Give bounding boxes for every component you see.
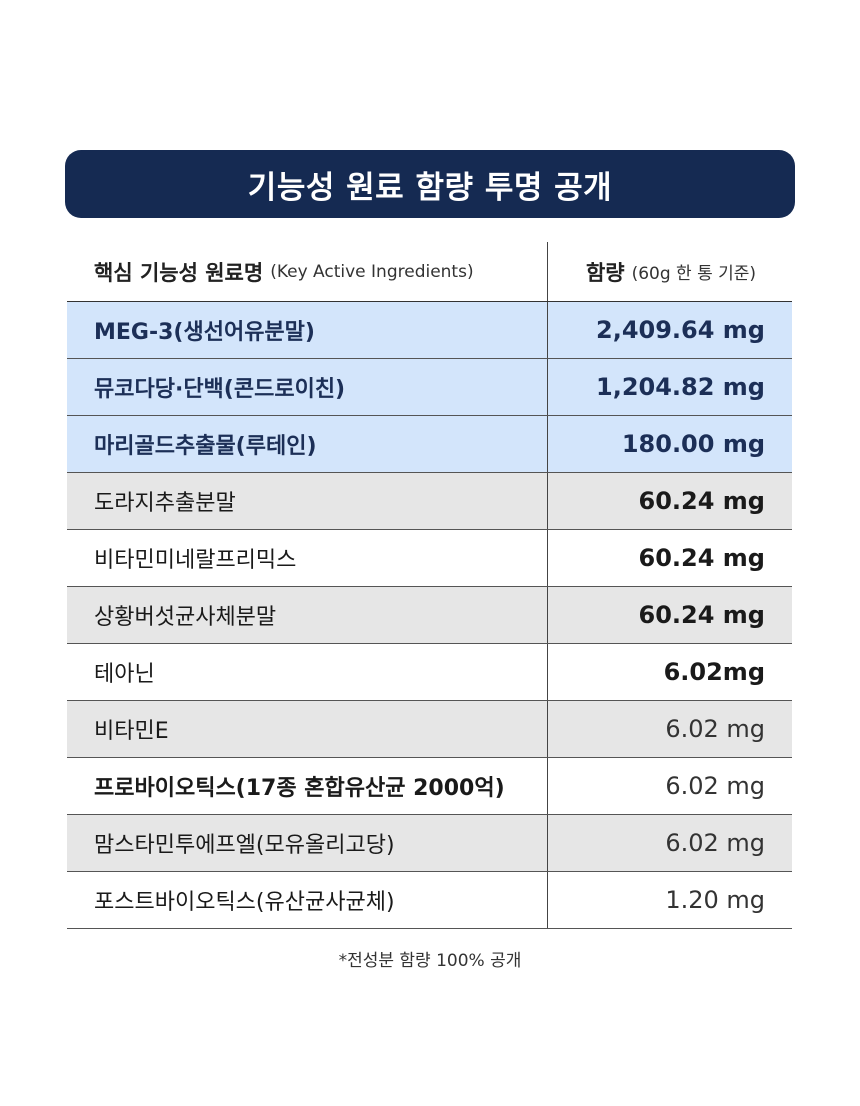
table-row: MEG-3(생선어유분말) 2,409.64 mg: [67, 302, 792, 359]
ingredient-amount: 180.00 mg: [621, 430, 765, 458]
ingredient-amount: 1,204.82 mg: [596, 373, 765, 401]
ingredient-amount: 60.24 mg: [638, 601, 765, 629]
ingredient-name: 비타민E: [67, 701, 548, 757]
ingredient-name: 프로바이오틱스(17종 혼합유산균 2000억): [67, 758, 548, 814]
ingredient-amount: 60.24 mg: [638, 487, 765, 515]
table-row: 맘스타민투에프엘(모유올리고당) 6.02 mg: [67, 815, 792, 872]
ingredient-amount: 6.02 mg: [665, 715, 765, 743]
page-title: 기능성 원료 함량 투명 공개: [247, 169, 613, 206]
table-row: 뮤코다당·단백(콘드로이친) 1,204.82 mg: [67, 359, 792, 416]
footnote: *전성분 함량 100% 공개: [338, 951, 522, 971]
table-row: 비타민E 6.02 mg: [67, 701, 792, 758]
table-row: 비타민미네랄프리믹스 60.24 mg: [67, 530, 792, 587]
ingredient-table: 핵심 기능성 원료명 (Key Active Ingredients) 함량 (…: [67, 242, 792, 929]
header-ingredient-name: 핵심 기능성 원료명 (Key Active Ingredients): [67, 242, 548, 301]
ingredient-amount: 2,409.64 mg: [596, 316, 765, 344]
ingredient-name: 비타민미네랄프리믹스: [67, 530, 548, 586]
header-name-label: 핵심 기능성 원료명: [94, 260, 264, 285]
table-row: 테아닌 6.02mg: [67, 644, 792, 701]
header-amount-label: 함량: [585, 260, 625, 285]
ingredient-amount: 6.02 mg: [665, 772, 765, 800]
ingredient-name: 테아닌: [67, 644, 548, 700]
ingredient-name: MEG-3(생선어유분말): [67, 302, 548, 358]
table-row: 상황버섯균사체분말 60.24 mg: [67, 587, 792, 644]
table-row: 도라지추출분말 60.24 mg: [67, 473, 792, 530]
header-amount-sub: (60g 한 통 기준): [631, 264, 757, 284]
ingredient-name: 뮤코다당·단백(콘드로이친): [67, 359, 548, 415]
ingredient-name: 마리골드추출물(루테인): [67, 416, 548, 472]
ingredient-amount: 60.24 mg: [638, 544, 765, 572]
ingredient-amount: 6.02mg: [663, 658, 765, 686]
ingredient-amount: 6.02 mg: [665, 829, 765, 857]
header-amount: 함량 (60g 한 통 기준): [548, 242, 792, 301]
table-header-row: 핵심 기능성 원료명 (Key Active Ingredients) 함량 (…: [67, 242, 792, 302]
table-row: 마리골드추출물(루테인) 180.00 mg: [67, 416, 792, 473]
ingredient-name: 맘스타민투에프엘(모유올리고당): [67, 815, 548, 871]
ingredient-name: 도라지추출분말: [67, 473, 548, 529]
title-banner: 기능성 원료 함량 투명 공개: [65, 150, 795, 218]
header-name-sub: (Key Active Ingredients): [270, 261, 474, 282]
ingredient-name: 상황버섯균사체분말: [67, 587, 548, 643]
ingredient-name: 포스트바이오틱스(유산균사균체): [67, 872, 548, 928]
table-row: 포스트바이오틱스(유산균사균체) 1.20 mg: [67, 872, 792, 929]
table-row: 프로바이오틱스(17종 혼합유산균 2000억) 6.02 mg: [67, 758, 792, 815]
ingredient-amount: 1.20 mg: [665, 886, 765, 914]
